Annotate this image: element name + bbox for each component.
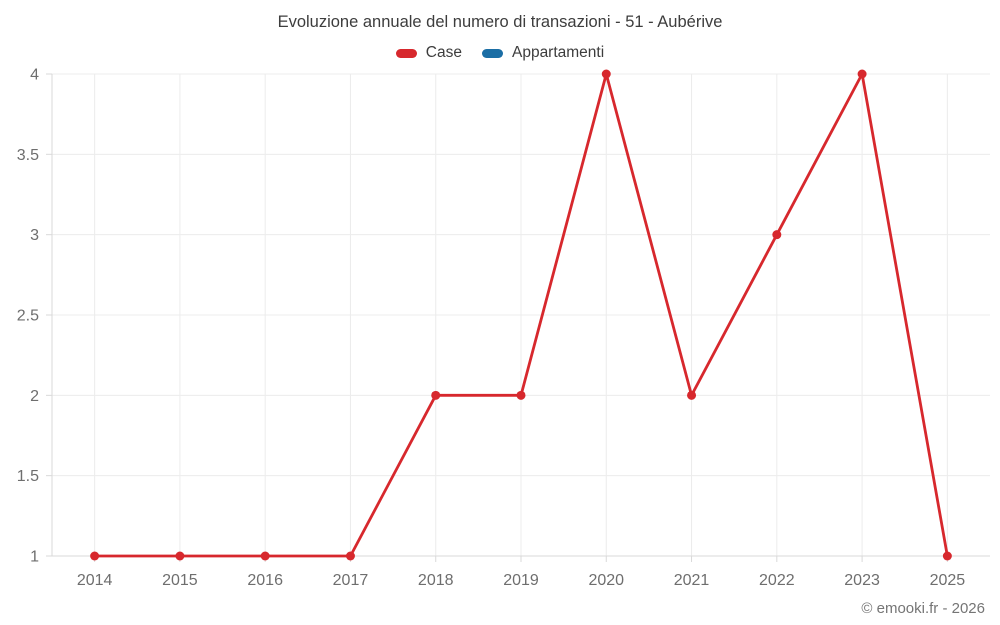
x-axis-label: 2021 (674, 572, 710, 589)
legend-item-case[interactable]: Case (395, 44, 462, 62)
data-point[interactable] (772, 230, 782, 240)
y-axis-label: 2.5 (17, 308, 39, 325)
y-axis-label: 1 (30, 549, 39, 566)
x-axis-label: 2019 (503, 572, 539, 589)
x-axis-label: 2022 (759, 572, 795, 589)
case-series-marker-icon (395, 48, 417, 58)
y-axis-label: 3.5 (17, 147, 39, 164)
data-point[interactable] (687, 390, 697, 400)
data-point[interactable] (601, 69, 611, 79)
appartamenti-series-marker-icon (481, 48, 503, 58)
data-point[interactable] (857, 69, 867, 79)
legend-label-appartamenti: Appartamenti (511, 44, 605, 61)
legend-label-case: Case (425, 44, 462, 61)
data-point[interactable] (516, 390, 526, 400)
x-axis-label: 2017 (333, 572, 369, 589)
x-axis-label: 2023 (844, 572, 880, 589)
x-axis-label: 2015 (162, 572, 198, 589)
chart-legend: Case Appartamenti (0, 44, 1000, 62)
data-point[interactable] (175, 551, 185, 561)
x-axis-label: 2018 (418, 572, 454, 589)
x-axis-label: 2014 (77, 572, 113, 589)
x-axis-label: 2020 (588, 572, 624, 589)
data-point[interactable] (90, 551, 100, 561)
y-axis-label: 3 (30, 227, 39, 244)
x-axis-label: 2016 (247, 572, 283, 589)
y-axis-label: 4 (30, 67, 39, 84)
x-axis-label: 2025 (930, 572, 966, 589)
data-point[interactable] (942, 551, 952, 561)
chart-title: Evoluzione annuale del numero di transaz… (277, 13, 723, 31)
footer-credit: © emooki.fr - 2026 (861, 600, 985, 617)
data-point[interactable] (431, 390, 441, 400)
y-axis-label: 1.5 (17, 468, 39, 485)
legend-item-appartamenti[interactable]: Appartamenti (481, 44, 605, 62)
y-axis-label: 2 (30, 388, 39, 405)
data-point[interactable] (260, 551, 270, 561)
data-point[interactable] (345, 551, 355, 561)
